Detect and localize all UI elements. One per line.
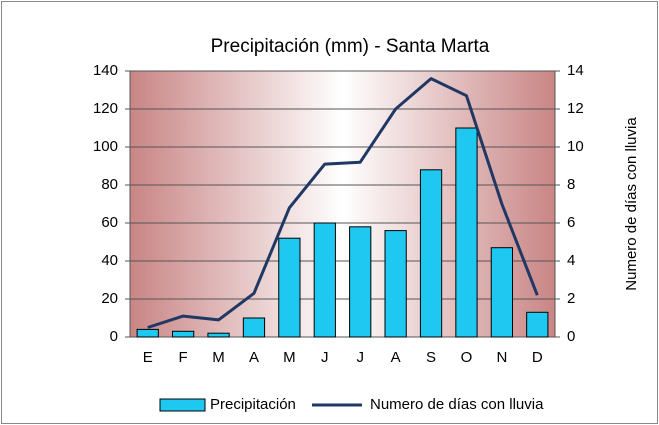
x-tick-label: M (212, 349, 225, 366)
bar (526, 311, 549, 338)
bar (419, 169, 443, 338)
y2-tick-label: 0 (567, 328, 575, 345)
chart-title: Precipitación (mm) - Santa Marta (211, 36, 490, 57)
y-tick-label: 120 (93, 100, 118, 117)
plot-area (130, 71, 555, 337)
x-tick-label: E (143, 349, 153, 366)
y-tick-label: 20 (101, 290, 118, 307)
bar (136, 328, 159, 338)
bar (455, 127, 478, 338)
y2-tick-label: 10 (567, 138, 584, 155)
bar (384, 230, 407, 338)
y-tick-label: 140 (93, 62, 118, 79)
x-tick-label: J (356, 349, 364, 366)
y2-tick-label: 12 (567, 100, 584, 117)
x-tick-label: M (283, 349, 296, 366)
x-tick-label: O (461, 349, 473, 366)
legend-swatch (159, 398, 206, 412)
y-tick-label: 100 (93, 138, 118, 155)
legend-label: Numero de días con lluvia (370, 396, 544, 413)
bar (242, 317, 266, 338)
y-tick-label: 0 (110, 328, 118, 345)
y2-axis-label: Numero de días con lluvia (623, 117, 640, 291)
y2-tick-label: 4 (567, 252, 575, 269)
bar (207, 332, 230, 338)
x-tick-label: J (321, 349, 329, 366)
bar (490, 247, 513, 338)
x-tick-label: A (391, 349, 401, 366)
legend-label: Precipitación (210, 396, 296, 413)
x-tick-label: F (179, 349, 188, 366)
y2-tick-label: 6 (567, 214, 575, 231)
y-tick-label: 60 (101, 214, 118, 231)
bar (349, 226, 372, 338)
x-tick-label: A (249, 349, 259, 366)
y2-tick-label: 2 (567, 290, 575, 307)
x-tick-label: N (496, 349, 507, 366)
x-tick-label: D (532, 349, 543, 366)
line (147, 77, 539, 329)
x-tick-label: S (426, 349, 436, 366)
bar (313, 222, 336, 338)
y2-tick-label: 14 (567, 62, 584, 79)
y-tick-label: 40 (101, 252, 118, 269)
bar (278, 237, 301, 338)
y-tick-label: 80 (101, 176, 118, 193)
bar (172, 330, 195, 338)
y2-tick-label: 8 (567, 176, 575, 193)
